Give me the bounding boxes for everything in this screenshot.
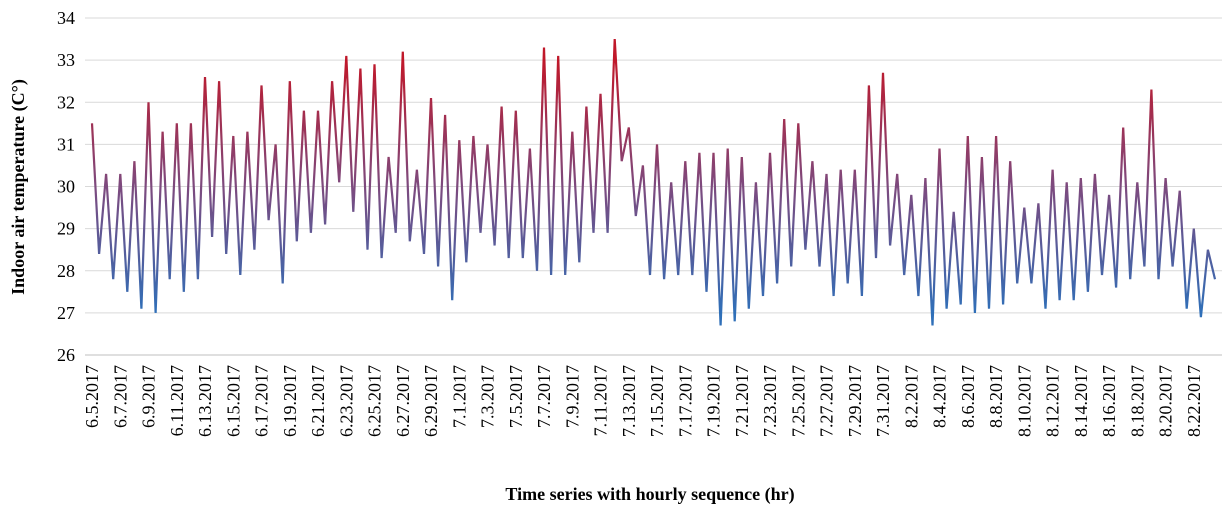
x-tick-label: 6.21.2017: [308, 365, 328, 437]
x-tick-label: 8.12.2017: [1043, 365, 1063, 437]
x-tick-label: 6.17.2017: [252, 365, 272, 437]
x-tick-label: 6.5.2017: [82, 365, 102, 428]
x-tick-label: 8.2.2017: [901, 365, 921, 428]
x-tick-label: 7.11.2017: [591, 365, 611, 436]
x-tick-label: 7.5.2017: [506, 365, 526, 428]
x-tick-label: 6.19.2017: [280, 365, 300, 437]
x-tick-label: 6.15.2017: [223, 365, 243, 437]
x-tick-label: 7.7.2017: [534, 365, 554, 428]
x-tick-label: 6.13.2017: [195, 365, 215, 437]
y-tick-label: 27: [57, 303, 75, 323]
x-tick-label: 6.9.2017: [139, 365, 159, 428]
y-tick-label: 28: [57, 261, 75, 281]
x-tick-label: 8.4.2017: [930, 365, 950, 428]
y-tick-label: 26: [57, 345, 75, 365]
x-tick-label: 7.13.2017: [619, 365, 639, 437]
x-tick-label: 7.17.2017: [675, 365, 695, 437]
x-tick-label: 6.25.2017: [365, 365, 385, 437]
y-tick-label: 29: [57, 219, 75, 239]
x-tick-label: 7.23.2017: [760, 365, 780, 437]
x-tick-label: 6.23.2017: [336, 365, 356, 437]
x-tick-label: 7.15.2017: [647, 365, 667, 437]
temperature-line: [90, 39, 1217, 326]
x-tick-label: 7.9.2017: [562, 365, 582, 428]
x-tick-label: 8.10.2017: [1014, 365, 1034, 437]
x-tick-label: 6.27.2017: [393, 365, 413, 437]
y-tick-label: 31: [57, 134, 75, 154]
x-tick-label: 7.3.2017: [478, 365, 498, 428]
x-tick-label: 8.14.2017: [1071, 365, 1091, 437]
x-tick-label: 6.11.2017: [167, 365, 187, 436]
x-tick-label: 6.7.2017: [110, 365, 130, 428]
x-tick-label: 7.27.2017: [817, 365, 837, 437]
y-tick-label: 32: [57, 92, 75, 112]
x-tick-label: 8.20.2017: [1156, 365, 1176, 437]
x-tick-label: 8.8.2017: [986, 365, 1006, 428]
x-tick-label: 6.29.2017: [421, 365, 441, 437]
x-tick-label: 7.25.2017: [788, 365, 808, 437]
x-tick-label: 7.19.2017: [704, 365, 724, 437]
x-tick-label: 8.6.2017: [958, 365, 978, 428]
x-tick-label: 8.22.2017: [1184, 365, 1204, 437]
x-tick-label: 8.18.2017: [1127, 365, 1147, 437]
x-axis-title: Time series with hourly sequence (hr): [505, 484, 794, 505]
y-tick-label: 33: [57, 50, 75, 70]
y-axis-title: Indoor air temperature (C°): [8, 79, 29, 295]
y-tick-label: 34: [57, 8, 75, 28]
x-tick-label: 7.31.2017: [873, 365, 893, 437]
x-tick-label: 7.21.2017: [732, 365, 752, 437]
x-tick-label: 7.29.2017: [845, 365, 865, 437]
x-tick-label: 8.16.2017: [1099, 365, 1119, 437]
x-tick-label: 7.1.2017: [449, 365, 469, 428]
y-tick-label: 30: [57, 177, 75, 197]
